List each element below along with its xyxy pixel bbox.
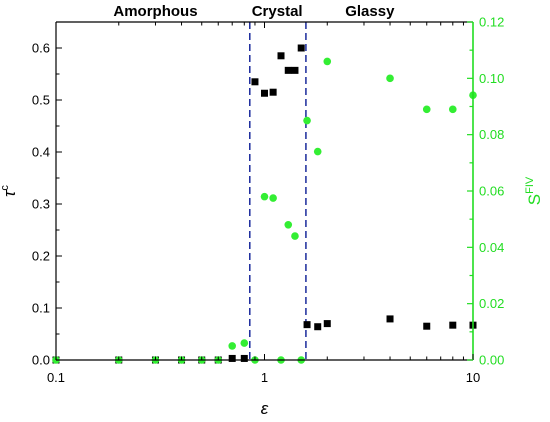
tau-c-point (291, 66, 299, 74)
boundary-lines (249, 22, 307, 360)
labels: Amorphous Crystal Glassy 0.1 1 10 0.0 0.1 0.2 0.3… (0, 3, 544, 418)
axes (55, 21, 474, 361)
tau-c-point (314, 323, 322, 331)
sfiv-point (313, 147, 322, 156)
tau-c-point (297, 44, 305, 52)
y-left-tick-label: 0.3 (32, 197, 50, 212)
y-right-axis-title: SFIV (524, 176, 544, 205)
tau-c-point (449, 321, 457, 329)
x-tick-label: 0.1 (47, 370, 65, 385)
y-right-tick-label: 0.04 (479, 240, 504, 255)
tau-c-point (386, 315, 394, 323)
y-left-tick-label: 0.0 (32, 353, 50, 368)
sfiv-point (260, 192, 269, 201)
sfiv-point (323, 57, 332, 66)
y-right-axis-title-main: S (525, 194, 544, 205)
sfiv-point (291, 232, 299, 240)
y-left-tick-label: 0.2 (32, 249, 50, 264)
y-right-tick-label: 0.08 (479, 127, 504, 142)
sfiv-point (228, 342, 237, 350)
tau-c-point (251, 78, 259, 86)
sfiv-point (448, 105, 457, 114)
sfiv-point (240, 339, 249, 347)
tau-c-point (423, 322, 431, 330)
y-left-tick-label: 0.6 (32, 41, 50, 56)
region-label: Crystal (252, 3, 303, 20)
tau-c-point (303, 321, 311, 329)
y-right-tick-label: 0.10 (479, 71, 504, 86)
x-axis-title: ε (261, 399, 269, 418)
x-tick-label: 1 (261, 370, 268, 385)
y-left-tick-label: 0.5 (32, 93, 50, 108)
y-left-axis-title: τc (0, 185, 19, 197)
tau-c-point (277, 52, 285, 60)
y-left-tick-label: 0.4 (32, 145, 50, 160)
tau-c-point (261, 89, 268, 97)
y-left-axis-title-sup: c (0, 185, 11, 191)
y-right-tick-label: 0.02 (479, 296, 504, 311)
y-right-axis-title-sup: FIV (524, 176, 536, 194)
y-right-tick-label: 0.06 (479, 184, 504, 199)
y-left-axis-title-main: τ (0, 189, 19, 197)
sfiv-point (422, 105, 431, 114)
region-label: Glassy (345, 3, 395, 20)
tau-c-point (269, 88, 277, 96)
sfiv-point (284, 221, 293, 229)
tau-c-point (284, 66, 292, 74)
tau-c-point (323, 320, 331, 328)
data-points (52, 44, 477, 364)
y-right-tick-label: 0.00 (479, 353, 504, 368)
x-tick-label: 10 (466, 370, 480, 385)
region-label: Amorphous (113, 3, 197, 20)
y-right-tick-label: 0.12 (479, 15, 504, 30)
y-left-tick-label: 0.1 (32, 301, 50, 316)
sfiv-point (386, 74, 394, 83)
sfiv-point (269, 194, 277, 202)
sfiv-point (303, 116, 311, 125)
